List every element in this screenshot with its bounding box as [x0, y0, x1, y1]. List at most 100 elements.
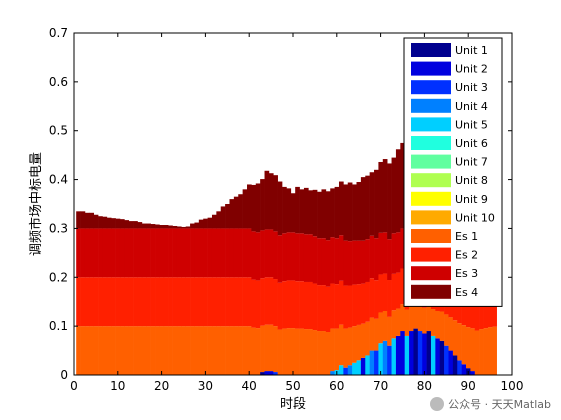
bar-10-es4 [115, 218, 121, 229]
bar-55-es3 [312, 236, 318, 284]
bar-20-es2 [159, 277, 165, 327]
bar-74-unit [395, 335, 401, 375]
bar-8-es2 [106, 277, 112, 327]
bar-5-es2 [93, 277, 99, 327]
bar-31-es3 [207, 228, 213, 278]
x-tick-label-60: 60 [329, 379, 344, 393]
bar-38-es2 [238, 277, 243, 327]
bar-45-es3 [268, 229, 274, 278]
bar-42-es2 [255, 280, 261, 329]
bar-52-es4 [299, 189, 305, 234]
bar-21-es4 [163, 225, 169, 229]
bar-12-es4 [124, 220, 130, 229]
bar-11-es4 [119, 219, 125, 229]
wechat-icon [430, 397, 445, 411]
y-tick-label-0.6: 0.6 [49, 75, 68, 89]
bar-71-es3 [382, 232, 388, 274]
bar-63-es1 [347, 327, 353, 366]
bar-17-es2 [146, 277, 151, 327]
bar-86-es1 [448, 317, 454, 351]
bar-6-es4 [98, 216, 103, 229]
bar-39-es4 [242, 189, 248, 229]
bar-5-es1 [93, 326, 99, 375]
bar-80-es1 [422, 307, 427, 334]
bar-46-unit [273, 372, 278, 375]
bar-34-es3 [220, 228, 226, 278]
x-tick-label-100: 100 [501, 379, 524, 393]
bar-19-es2 [155, 277, 160, 327]
y-tick-label-0.5: 0.5 [49, 124, 68, 138]
bar-15-es1 [137, 326, 143, 375]
bar-9-es4 [111, 218, 116, 229]
bar-38-es4 [238, 194, 243, 229]
bar-39-es3 [242, 228, 248, 278]
bar-5-es4 [93, 214, 99, 229]
bar-60-es2 [334, 284, 340, 329]
legend-swatch-6 [411, 136, 451, 150]
bar-62-unit [343, 367, 349, 375]
bar-48-es1 [282, 328, 287, 375]
bar-59-es1 [330, 328, 335, 372]
bar-15-es3 [137, 228, 143, 278]
bar-52-es2 [299, 281, 305, 329]
legend-label-14: Es 4 [455, 286, 478, 299]
bar-54-es4 [308, 190, 314, 235]
x-tick-label-80: 80 [417, 379, 432, 393]
legend-label-6: Unit 6 [455, 137, 488, 150]
bar-29-es1 [198, 326, 204, 375]
bar-50-es3 [290, 232, 296, 281]
x-axis-label: 时段 [280, 397, 306, 412]
bar-32-es4 [211, 214, 217, 229]
bar-30-es1 [203, 326, 208, 375]
watermark-text: 公众号 · 天天Matlab [448, 398, 551, 411]
bar-37-es1 [233, 326, 239, 375]
bar-13-es4 [128, 221, 134, 229]
bar-71-es2 [382, 273, 388, 311]
bar-68-es2 [369, 278, 375, 318]
legend-swatch-1 [411, 43, 451, 57]
bar-17-es3 [146, 228, 151, 278]
bar-21-es2 [163, 277, 169, 327]
bar-62-es1 [343, 328, 349, 368]
y-tick-label-0.7: 0.7 [49, 26, 68, 40]
bar-1-es1 [76, 326, 81, 375]
bar-75-es1 [400, 304, 405, 332]
bar-28-es3 [194, 228, 200, 278]
bar-88-es1 [457, 323, 462, 361]
bar-51-es3 [295, 233, 300, 282]
bar-72-es4 [387, 163, 392, 240]
bar-75-es3 [400, 228, 405, 269]
bar-28-es1 [194, 326, 200, 375]
bar-89-unit [461, 364, 467, 375]
bar-92-es2 [474, 284, 480, 331]
y-axis-label: 调频市场中标电量 [28, 152, 44, 256]
bar-12-es3 [124, 228, 130, 278]
bar-2-es3 [80, 228, 86, 278]
bar-59-unit [330, 371, 335, 375]
bar-19-es3 [155, 228, 160, 278]
bar-86-unit [448, 350, 454, 375]
bar-81-unit [426, 331, 432, 375]
bar-37-es3 [233, 228, 239, 278]
bar-7-es2 [102, 277, 108, 327]
bar-6-es3 [98, 228, 103, 278]
bar-12-es2 [124, 277, 130, 327]
bar-77-es1 [409, 305, 414, 332]
bar-57-es4 [321, 189, 327, 239]
bar-23-es2 [172, 277, 178, 327]
bar-1-es2 [76, 277, 81, 327]
legend-swatch-9 [411, 191, 451, 206]
bar-18-es4 [150, 224, 156, 229]
bar-62-es4 [343, 184, 349, 241]
bar-3-es3 [84, 228, 90, 278]
bar-65-unit [356, 360, 362, 375]
bar-74-es2 [395, 272, 401, 309]
watermark: 公众号 · 天天Matlab [430, 396, 551, 412]
bar-67-unit [365, 355, 370, 375]
bar-60-es3 [334, 238, 340, 285]
bar-76-es1 [404, 309, 410, 336]
bar-66-es1 [360, 323, 366, 358]
bar-44-es3 [264, 229, 270, 278]
bar-16-es1 [141, 326, 147, 375]
